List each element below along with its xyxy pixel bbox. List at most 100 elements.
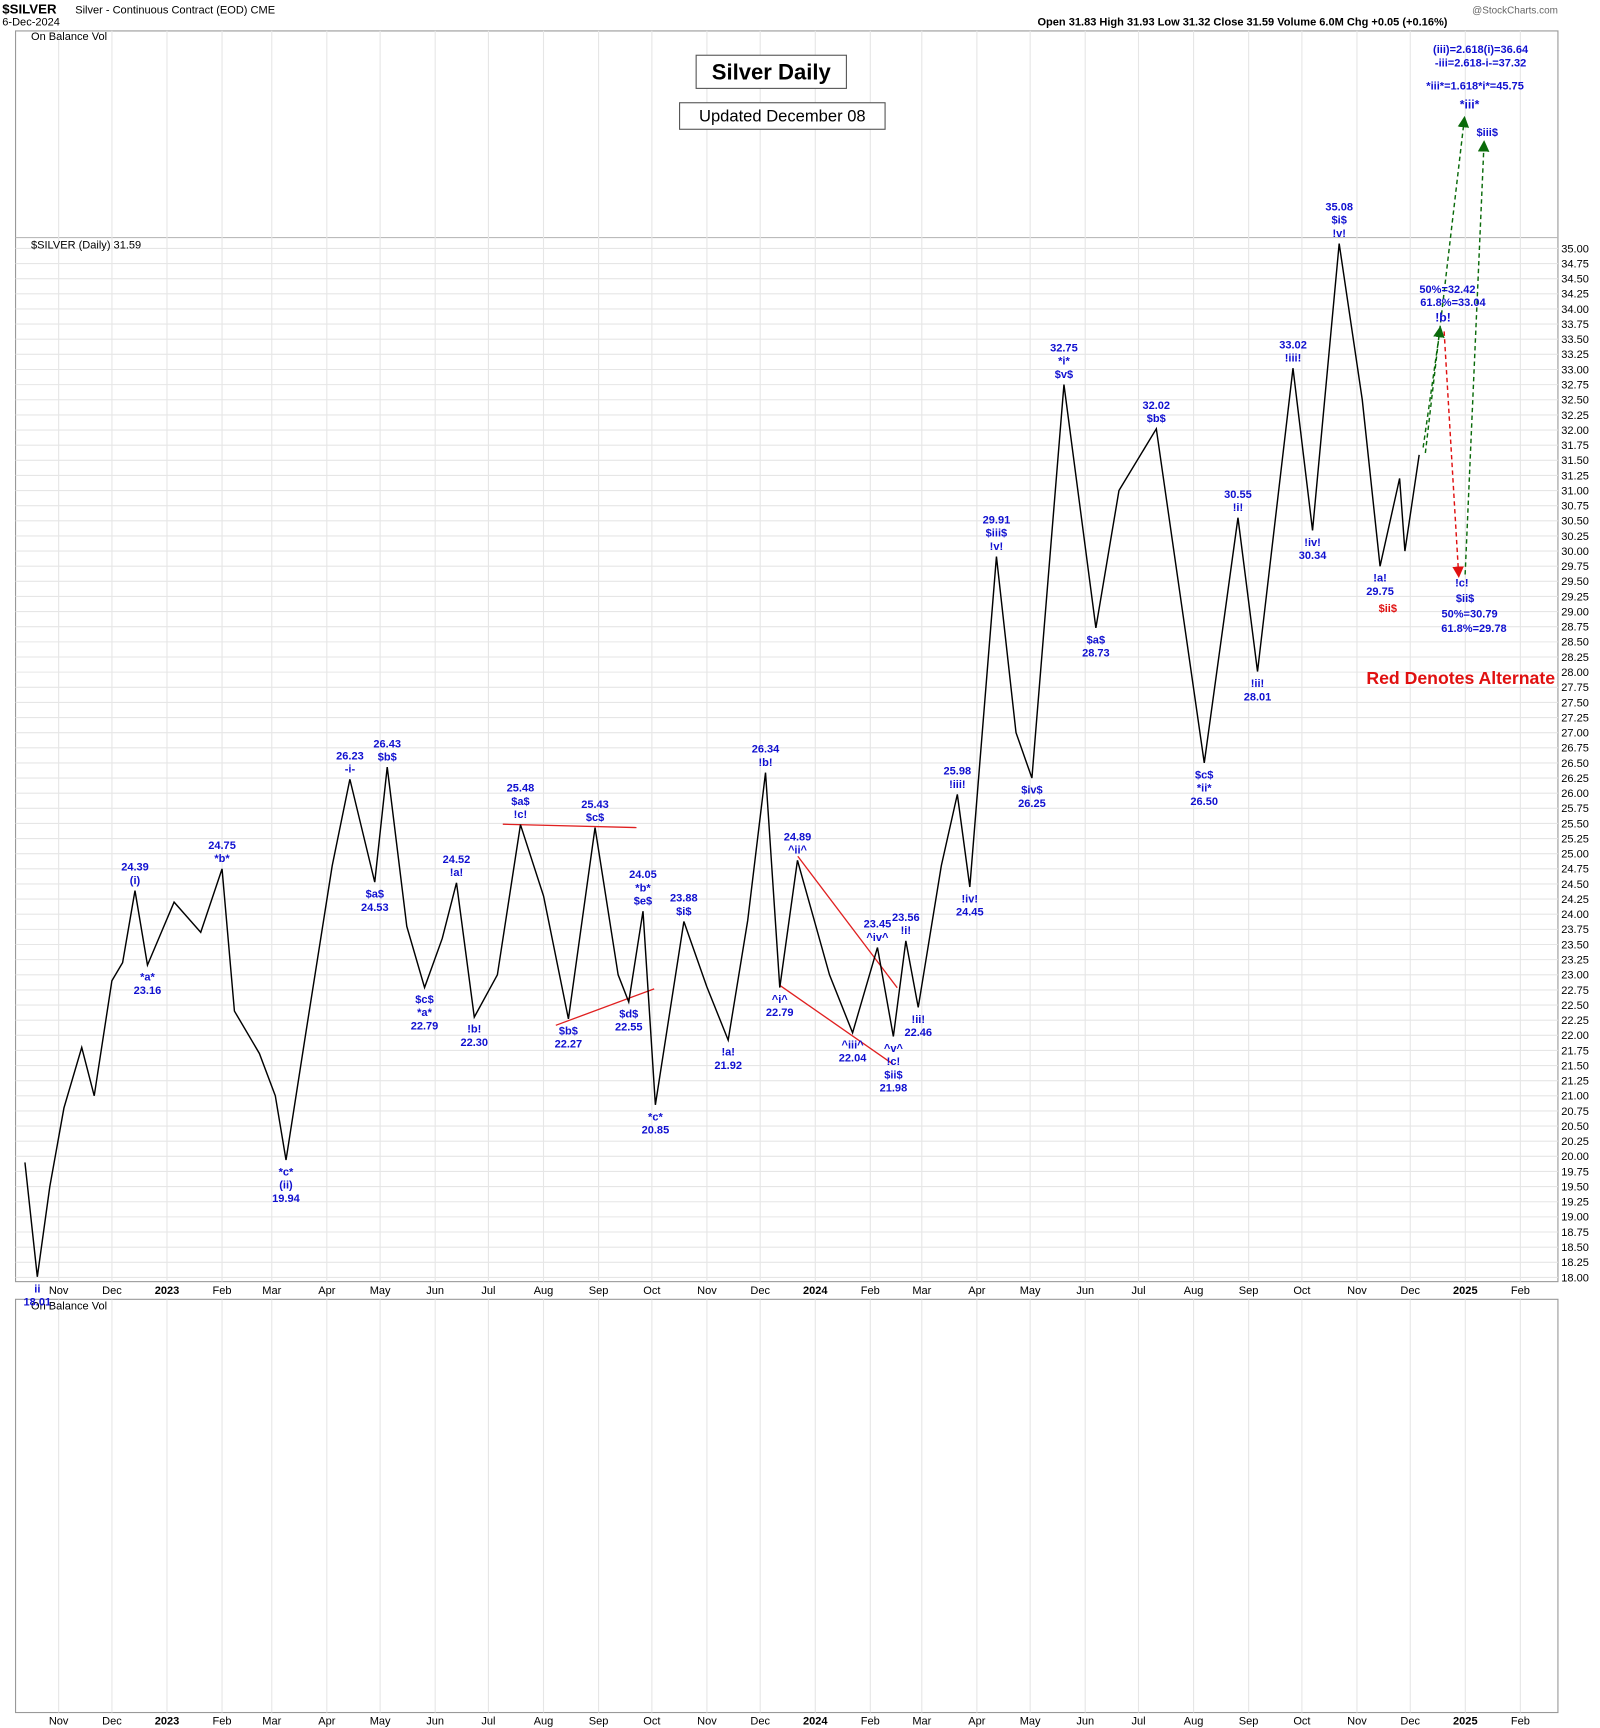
wave-label: (i): [130, 875, 141, 887]
projection-arrows: [1422, 115, 1490, 579]
x-tick-label: Jul: [481, 1716, 495, 1728]
x-tick-label: Mar: [262, 1716, 281, 1728]
y-tick-label: 34.25: [1561, 289, 1589, 301]
projection-note: $ii$: [1456, 593, 1474, 605]
wave-label: *a*: [417, 1007, 432, 1019]
title-box: [695, 54, 847, 89]
projection-note: *iii*=1.618*i*=45.75: [1426, 80, 1524, 92]
x-tick-label: Mar: [912, 1716, 931, 1728]
wave-label: $iii$: [986, 528, 1007, 540]
y-tick-label: 23.00: [1561, 970, 1589, 982]
x-tick-label: 2025: [1453, 1716, 1478, 1728]
y-tick-label: 25.50: [1561, 818, 1589, 830]
y-tick-label: 28.50: [1561, 637, 1589, 649]
x-tick-label: Jul: [481, 1285, 495, 1297]
trend-line: [779, 984, 894, 1065]
y-tick-label: 25.25: [1561, 833, 1589, 845]
y-tick-label: 26.75: [1561, 743, 1589, 755]
y-tick-label: 22.75: [1561, 985, 1589, 997]
y-tick-label: 34.00: [1561, 304, 1589, 316]
x-tick-label: May: [370, 1285, 391, 1297]
x-tick-label: 2024: [803, 1285, 828, 1297]
subtitle-box: [679, 102, 886, 130]
wave-label: *i*: [1058, 356, 1070, 368]
projection-note: $ii$: [1379, 603, 1397, 615]
y-tick-label: 20.50: [1561, 1121, 1589, 1133]
y-tick-label: 30.25: [1561, 531, 1589, 543]
wave-price-label: 28.01: [1244, 691, 1272, 703]
y-tick-label: 24.50: [1561, 879, 1589, 891]
x-tick-label: Mar: [912, 1285, 931, 1297]
wave-price-label: 28.73: [1082, 648, 1110, 660]
wave-label: ^iv^: [866, 932, 889, 944]
projection-note: 50%=30.79: [1441, 609, 1497, 621]
x-tick-label: Nov: [49, 1716, 69, 1728]
y-tick-label: 27.00: [1561, 728, 1589, 740]
y-tick-label: 27.25: [1561, 712, 1589, 724]
y-tick-label: 20.75: [1561, 1106, 1589, 1118]
projection-note: 50%=32.42: [1419, 284, 1475, 296]
wave-price-label: 24.53: [361, 902, 389, 914]
x-tick-label: Jun: [1076, 1716, 1094, 1728]
wave-price-label: 30.34: [1299, 550, 1327, 562]
x-tick-label: May: [1020, 1285, 1041, 1297]
wave-label: !iii!: [949, 779, 966, 791]
wave-label: (ii): [279, 1180, 293, 1192]
x-tick-label: Apr: [318, 1285, 335, 1297]
wave-label: ^i^: [772, 994, 789, 1006]
y-tick-label: 32.00: [1561, 425, 1589, 437]
y-tick-label: 19.50: [1561, 1181, 1589, 1193]
y-tick-label: 32.50: [1561, 395, 1589, 407]
wave-label: $i$: [1332, 215, 1347, 227]
lower-panel-frame: [14, 1298, 1559, 1714]
wave-label: *b*: [635, 882, 651, 894]
x-tick-label: Jun: [426, 1285, 444, 1297]
wave-price-label: 20.85: [642, 1125, 670, 1137]
wave-label: !b!: [758, 757, 772, 769]
y-tick-label: 28.75: [1561, 622, 1589, 634]
wave-price-label: 22.79: [766, 1007, 794, 1019]
x-tick-label: Nov: [1347, 1716, 1367, 1728]
y-tick-label: 27.75: [1561, 682, 1589, 694]
y-tick-label: 33.75: [1561, 319, 1589, 331]
wave-label: -i-: [345, 764, 356, 776]
trend-line: [502, 823, 637, 829]
x-tick-label: Oct: [1293, 1716, 1310, 1728]
wave-price-label: 22.79: [411, 1020, 439, 1032]
wave-price-label: 18.01: [24, 1297, 52, 1309]
y-tick-label: 29.00: [1561, 606, 1589, 618]
wave-price-label: 22.46: [904, 1027, 932, 1039]
y-tick-label: 32.25: [1561, 410, 1589, 422]
wave-price-label: 25.43: [581, 799, 609, 811]
wave-price-label: 29.91: [983, 514, 1011, 526]
x-tick-label: Dec: [102, 1716, 122, 1728]
wave-label: !ii!: [1251, 678, 1264, 690]
wave-price-label: 23.45: [864, 919, 892, 931]
price-line: [24, 243, 1420, 1277]
y-tick-label: 27.50: [1561, 697, 1589, 709]
x-tick-label: Feb: [861, 1285, 880, 1297]
wave-price-label: 30.55: [1224, 489, 1252, 501]
x-tick-label: Aug: [1184, 1716, 1204, 1728]
wave-price-label: 23.56: [892, 912, 920, 924]
y-tick-label: 26.00: [1561, 788, 1589, 800]
wave-price-label: 29.75: [1366, 586, 1394, 598]
x-tick-label: Jul: [1131, 1285, 1145, 1297]
x-tick-label: Aug: [1184, 1285, 1204, 1297]
lower-panel-label: On Balance Vol: [31, 1300, 107, 1312]
y-tick-label: 34.50: [1561, 274, 1589, 286]
description: Silver - Continuous Contract (EOD) CME: [75, 4, 275, 16]
projection-note: !c!: [1455, 578, 1468, 590]
y-tick-label: 31.75: [1561, 440, 1589, 452]
symbol: $SILVER: [2, 1, 57, 16]
wave-price-label: 22.55: [615, 1022, 643, 1034]
wave-label: ^ii^: [788, 845, 808, 857]
wave-label: *ii*: [1197, 783, 1212, 795]
x-tick-label: Feb: [861, 1716, 880, 1728]
wave-label: $d$: [619, 1008, 638, 1020]
wave-label: *b*: [214, 853, 230, 865]
x-tick-label: Nov: [697, 1285, 717, 1297]
y-tick-label: 31.00: [1561, 485, 1589, 497]
wave-label: $a$: [511, 796, 529, 808]
x-tick-label: Feb: [213, 1716, 232, 1728]
